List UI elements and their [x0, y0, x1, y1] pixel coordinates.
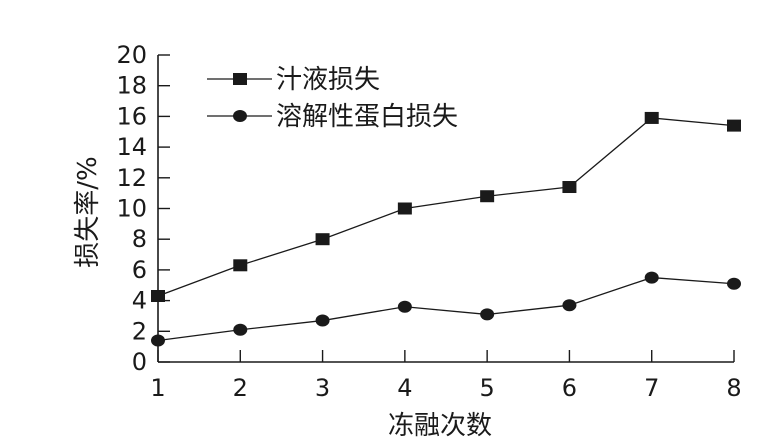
circle-marker — [644, 271, 659, 284]
circle-marker — [151, 334, 165, 347]
y-tick-label: 0 — [132, 348, 147, 376]
series-line — [157, 276, 735, 342]
y-tick-label: 20 — [116, 41, 147, 69]
circle-marker — [562, 299, 577, 312]
series-line — [157, 117, 735, 297]
series-layer — [151, 111, 741, 347]
circle-marker — [233, 323, 248, 336]
square-marker — [233, 259, 248, 272]
y-axis-title: 损失率/% — [73, 156, 103, 267]
legend-item: 汁液损失 — [207, 65, 380, 95]
y-tick-label: 10 — [116, 195, 147, 223]
x-tick-label: 4 — [397, 374, 412, 402]
square-marker — [315, 233, 330, 246]
y-tick-label: 12 — [116, 164, 147, 192]
series-1 — [151, 111, 741, 302]
square-marker — [151, 289, 165, 302]
y-tick-label: 16 — [116, 102, 147, 130]
square-marker — [727, 119, 741, 132]
square-marker — [480, 190, 495, 203]
x-tick-label: 5 — [480, 374, 495, 402]
x-tick-label: 2 — [233, 374, 248, 402]
y-tick-label: 8 — [132, 225, 147, 253]
circle-marker — [315, 314, 330, 327]
square-marker — [644, 111, 659, 124]
square-marker — [397, 202, 412, 215]
x-tick-label: 7 — [644, 374, 659, 402]
y-tick-label: 18 — [116, 72, 147, 100]
legend-label: 溶解性蛋白损失 — [276, 102, 458, 132]
x-tick-label: 1 — [150, 374, 165, 402]
legend-item: 溶解性蛋白损失 — [207, 102, 458, 132]
legend-circle-marker — [233, 110, 247, 122]
series-2 — [151, 271, 741, 347]
legend-label: 汁液损失 — [276, 65, 380, 95]
y-tick-label: 6 — [132, 256, 147, 284]
square-marker — [562, 181, 577, 194]
circle-marker — [727, 277, 741, 290]
y-tick-label: 4 — [132, 287, 147, 315]
circle-marker — [397, 300, 412, 313]
legend-square-marker — [233, 73, 247, 85]
x-tick-label: 8 — [726, 374, 741, 402]
y-tick-label: 14 — [116, 133, 147, 161]
x-axis-title: 冻融次数 — [388, 411, 492, 441]
y-tick-label: 2 — [132, 317, 147, 345]
circle-marker — [480, 308, 495, 321]
x-tick-label: 3 — [315, 374, 330, 402]
x-tick-label: 6 — [562, 374, 577, 402]
